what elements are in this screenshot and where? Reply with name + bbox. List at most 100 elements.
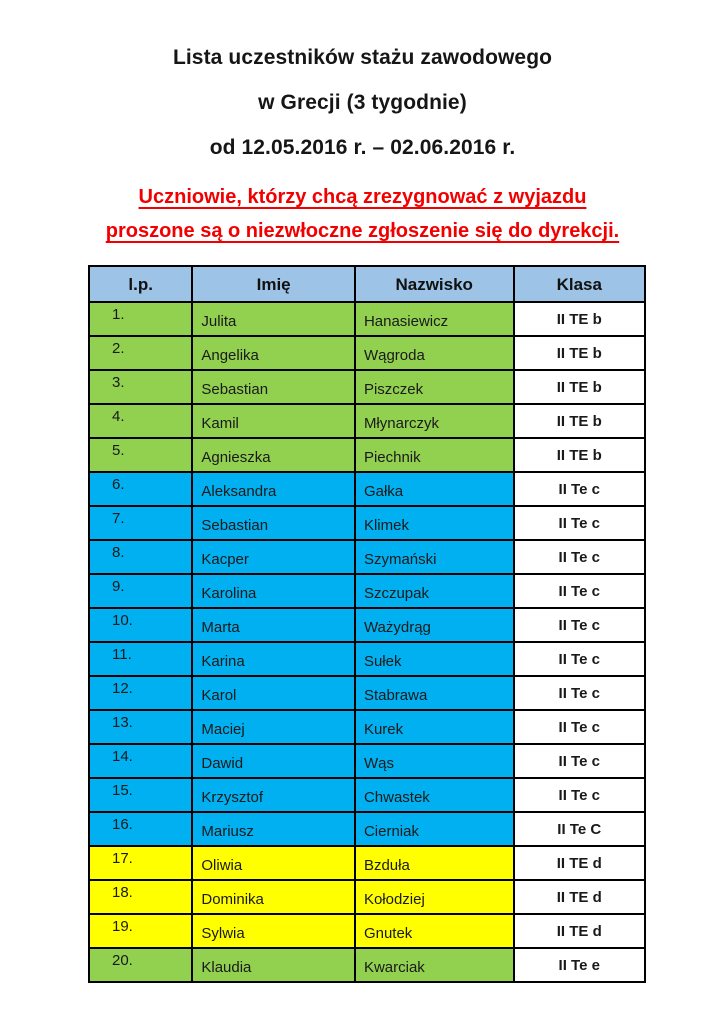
cell-imie: Dawid: [191, 743, 356, 779]
cell-nazwisko: Piszczek: [353, 369, 515, 405]
cell-lp: 18.: [87, 879, 194, 915]
cell-lp: 17.: [87, 845, 194, 881]
cell-nazwisko: Klimek: [353, 505, 515, 541]
table-row: 2. Angelika Wągroda II TE b: [87, 335, 646, 371]
cell-lp: 5.: [87, 437, 194, 473]
cell-lp: 4.: [87, 403, 194, 439]
cell-lp: 16.: [87, 811, 194, 847]
cell-klasa: II Te c: [512, 641, 646, 677]
cell-klasa: II Te c: [512, 607, 646, 643]
cell-nazwisko: Kwarciak: [353, 947, 515, 983]
cell-klasa: II TE b: [512, 437, 646, 473]
cell-klasa: II TE b: [512, 369, 646, 405]
cell-imie: Mariusz: [191, 811, 356, 847]
cell-nazwisko: Ważydrąg: [353, 607, 515, 643]
table-row: 9. Karolina Szczupak II Te c: [87, 573, 646, 609]
cell-lp: 3.: [87, 369, 194, 405]
notice-line1-text: Uczniowie, którzy chcą zrezygnować z wyj…: [138, 186, 587, 208]
table-row: 6. Aleksandra Gałka II Te c: [87, 471, 646, 507]
column-header-nazwisko: Nazwisko: [353, 265, 515, 303]
cell-lp: 13.: [87, 709, 194, 745]
cell-lp: 6.: [87, 471, 194, 507]
cell-nazwisko: Bzduła: [353, 845, 515, 881]
table-body: 1. Julita Hanasiewicz II TE b 2. Angelika Wągr…: [87, 301, 646, 983]
withdrawal-notice: Uczniowie, którzy chcą zrezygnować z wyj…: [0, 180, 725, 248]
cell-nazwisko: Kurek: [353, 709, 515, 745]
cell-nazwisko: Cierniak: [353, 811, 515, 847]
table-row: 19. Sylwia Gnutek II TE d: [87, 913, 646, 949]
document-header: Lista uczestników stażu zawodowego w Gre…: [0, 0, 725, 170]
cell-lp: 14.: [87, 743, 194, 779]
cell-lp: 19.: [87, 913, 194, 949]
cell-imie: Krzysztof: [191, 777, 356, 813]
cell-imie: Oliwia: [191, 845, 356, 881]
cell-klasa: II TE d: [512, 913, 646, 949]
table-row: 7. Sebastian Klimek II Te c: [87, 505, 646, 541]
cell-imie: Karolina: [191, 573, 356, 609]
cell-lp: 1.: [87, 301, 194, 337]
cell-lp: 8.: [87, 539, 194, 575]
table-row: 20. Klaudia Kwarciak II Te e: [87, 947, 646, 983]
table-row: 14. Dawid Wąs II Te c: [87, 743, 646, 779]
table-row: 11. Karina Sułek II Te c: [87, 641, 646, 677]
notice-line1: Uczniowie, którzy chcą zrezygnować z wyj…: [0, 180, 725, 214]
document-title-line1: Lista uczestników stażu zawodowego: [172, 46, 553, 69]
cell-nazwisko: Gnutek: [353, 913, 515, 949]
cell-klasa: II Te C: [512, 811, 646, 847]
cell-imie: Karina: [191, 641, 356, 677]
document-title-line3: od 12.05.2016 r. – 02.06.2016 r.: [209, 136, 516, 159]
cell-klasa: II Te c: [512, 573, 646, 609]
cell-imie: Sylwia: [191, 913, 356, 949]
cell-klasa: II TE b: [512, 301, 646, 337]
table-row: 16. Mariusz Cierniak II Te C: [87, 811, 646, 847]
cell-nazwisko: Gałka: [353, 471, 515, 507]
cell-imie: Julita: [191, 301, 356, 337]
cell-nazwisko: Wąs: [353, 743, 515, 779]
cell-klasa: II TE b: [512, 403, 646, 439]
column-header-klasa: Klasa: [512, 265, 646, 303]
cell-lp: 20.: [87, 947, 194, 983]
table-row: 5. Agnieszka Piechnik II TE b: [87, 437, 646, 473]
cell-lp: 15.: [87, 777, 194, 813]
cell-nazwisko: Młynarczyk: [353, 403, 515, 439]
table-row: 15. Krzysztof Chwastek II Te c: [87, 777, 646, 813]
cell-klasa: II Te c: [512, 709, 646, 745]
table-row: 3. Sebastian Piszczek II TE b: [87, 369, 646, 405]
cell-klasa: II Te c: [512, 539, 646, 575]
notice-line2: proszone są o niezwłoczne zgłoszenie się…: [0, 214, 725, 248]
cell-imie: Maciej: [191, 709, 356, 745]
cell-nazwisko: Kołodziej: [353, 879, 515, 915]
cell-lp: 7.: [87, 505, 194, 541]
cell-imie: Kamil: [191, 403, 356, 439]
cell-nazwisko: Chwastek: [353, 777, 515, 813]
table-row: 4. Kamil Młynarczyk II TE b: [87, 403, 646, 439]
cell-imie: Angelika: [191, 335, 356, 371]
cell-klasa: II TE d: [512, 879, 646, 915]
cell-imie: Sebastian: [191, 505, 356, 541]
table-row: 18. Dominika Kołodziej II TE d: [87, 879, 646, 915]
cell-klasa: II Te c: [512, 777, 646, 813]
table-row: 10. Marta Ważydrąg II Te c: [87, 607, 646, 643]
table-row: 8. Kacper Szymański II Te c: [87, 539, 646, 575]
cell-klasa: II Te c: [512, 471, 646, 507]
table-row: 17. Oliwia Bzduła II TE d: [87, 845, 646, 881]
column-header-lp: l.p.: [87, 265, 194, 303]
notice-line2-text: proszone są o niezwłoczne zgłoszenie się…: [105, 220, 620, 242]
table-header-row: l.p. Imię Nazwisko Klasa: [87, 265, 646, 303]
table-row: 13. Maciej Kurek II Te c: [87, 709, 646, 745]
cell-nazwisko: Szymański: [353, 539, 515, 575]
cell-imie: Aleksandra: [191, 471, 356, 507]
cell-klasa: II TE b: [512, 335, 646, 371]
cell-imie: Agnieszka: [191, 437, 356, 473]
cell-klasa: II Te c: [512, 675, 646, 711]
cell-nazwisko: Stabrawa: [353, 675, 515, 711]
cell-nazwisko: Wągroda: [353, 335, 515, 371]
document-title-line2: w Grecji (3 tygodnie): [258, 91, 467, 114]
cell-imie: Klaudia: [191, 947, 356, 983]
cell-imie: Karol: [191, 675, 356, 711]
table-row: 1. Julita Hanasiewicz II TE b: [87, 301, 646, 337]
cell-imie: Dominika: [191, 879, 356, 915]
table-head: l.p. Imię Nazwisko Klasa: [87, 265, 646, 303]
cell-nazwisko: Hanasiewicz: [353, 301, 515, 337]
